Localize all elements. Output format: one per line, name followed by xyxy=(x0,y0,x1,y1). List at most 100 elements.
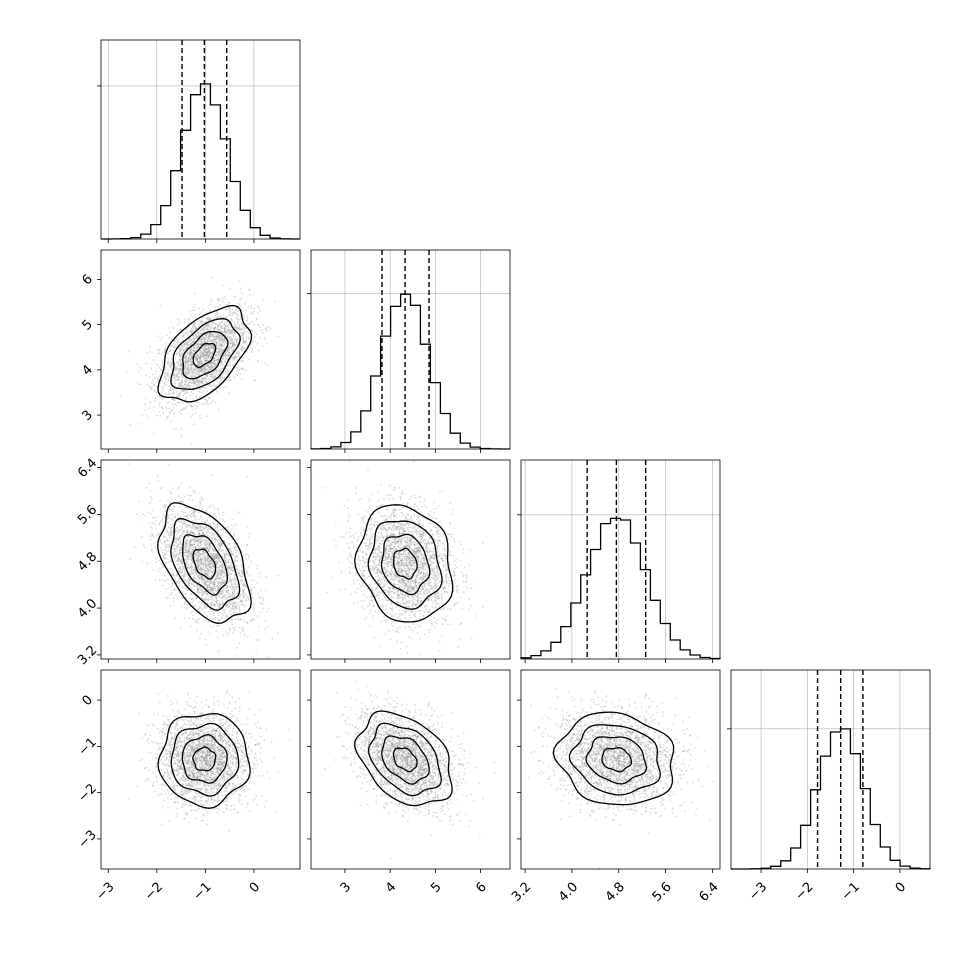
sample-point xyxy=(191,357,193,360)
sample-point xyxy=(221,331,223,333)
sample-point xyxy=(188,323,190,325)
sample-point xyxy=(213,346,215,349)
sample-point xyxy=(236,317,238,320)
sample-point xyxy=(229,339,231,341)
sample-point xyxy=(203,402,205,405)
sample-point xyxy=(193,568,196,571)
sample-point xyxy=(204,367,206,369)
sample-point xyxy=(228,537,230,539)
sample-point xyxy=(177,395,179,398)
sample-point xyxy=(192,618,194,620)
sample-point xyxy=(129,558,131,560)
sample-point xyxy=(181,558,183,560)
sample-point xyxy=(194,536,197,538)
sample-point xyxy=(177,378,179,380)
sample-point xyxy=(259,326,261,328)
sample-point xyxy=(246,622,249,624)
sample-point xyxy=(178,520,180,522)
sample-point xyxy=(269,327,272,329)
sample-point xyxy=(182,339,185,342)
sample-point xyxy=(225,325,227,327)
sample-point xyxy=(240,569,243,571)
sample-point xyxy=(240,594,242,596)
sample-point xyxy=(165,562,168,564)
sample-point xyxy=(179,578,181,580)
sample-point xyxy=(233,347,235,349)
sample-point xyxy=(230,547,232,549)
sample-point xyxy=(182,348,185,351)
sample-point xyxy=(149,535,152,537)
sample-point xyxy=(150,548,153,551)
sample-point xyxy=(166,415,168,418)
sample-point xyxy=(221,596,223,598)
sample-point xyxy=(222,331,224,333)
sample-point xyxy=(149,345,151,348)
sample-point xyxy=(207,611,210,613)
sample-point xyxy=(207,349,210,352)
sample-point xyxy=(228,351,230,354)
sample-point xyxy=(243,347,245,349)
sample-point xyxy=(195,595,198,598)
sample-point xyxy=(162,412,164,414)
sample-point xyxy=(183,351,185,353)
sample-point xyxy=(252,311,255,313)
sample-point xyxy=(205,381,207,383)
sample-point xyxy=(186,347,188,349)
sample-point xyxy=(128,463,130,465)
sample-point xyxy=(150,526,152,528)
sample-point xyxy=(208,353,210,356)
sample-point xyxy=(203,354,205,356)
sample-point xyxy=(199,606,201,608)
sample-point xyxy=(235,524,238,526)
sample-point xyxy=(213,359,215,361)
sample-point xyxy=(200,367,202,369)
sample-point xyxy=(200,381,203,383)
sample-point xyxy=(206,511,208,513)
sample-point xyxy=(224,365,226,367)
sample-point xyxy=(192,371,195,373)
sample-point xyxy=(209,357,212,359)
sample-point xyxy=(180,363,182,366)
sample-point xyxy=(192,408,194,411)
sample-point xyxy=(194,322,196,324)
sample-point xyxy=(155,414,158,416)
sample-point xyxy=(211,369,213,371)
sample-point xyxy=(201,526,204,528)
sample-point xyxy=(175,351,178,354)
sample-point xyxy=(205,562,207,564)
sample-point xyxy=(211,333,214,336)
sample-point xyxy=(200,498,202,500)
sample-point xyxy=(192,362,194,365)
sample-point xyxy=(170,365,172,367)
sample-point xyxy=(193,423,195,425)
sample-point xyxy=(199,362,202,365)
sample-point xyxy=(168,546,170,548)
sample-point xyxy=(212,351,214,353)
sample-point xyxy=(175,581,177,583)
sample-point xyxy=(200,382,202,384)
sample-point xyxy=(171,345,173,347)
sample-point xyxy=(190,344,192,346)
sample-point xyxy=(221,341,223,343)
sample-point xyxy=(194,547,196,550)
sample-point xyxy=(231,314,234,316)
sample-point xyxy=(183,368,186,371)
sample-point xyxy=(210,528,212,531)
sample-point xyxy=(203,372,205,374)
sample-point xyxy=(193,368,196,371)
sample-point xyxy=(192,353,194,355)
sample-point xyxy=(234,373,236,375)
sample-point xyxy=(198,361,200,364)
sample-point xyxy=(187,368,189,370)
sample-point xyxy=(175,374,178,376)
sample-point xyxy=(221,344,223,346)
sample-point xyxy=(214,326,216,328)
sample-point xyxy=(191,610,193,612)
sample-point xyxy=(204,582,206,584)
sample-point xyxy=(226,355,229,358)
sample-point xyxy=(191,340,193,342)
sample-point xyxy=(170,509,172,511)
sample-point xyxy=(194,356,196,358)
sample-point xyxy=(136,363,138,365)
sample-point xyxy=(224,556,226,558)
